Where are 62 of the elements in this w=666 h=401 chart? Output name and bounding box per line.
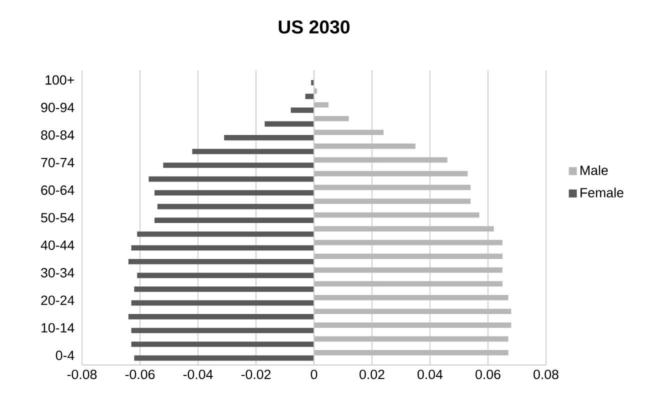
bar: [314, 294, 508, 300]
y-tick-label: 10-14: [42, 323, 74, 333]
bar: [154, 218, 314, 223]
bar: [314, 184, 471, 190]
x-tick-label: -0.02: [241, 370, 271, 380]
x-tick-label: 0.04: [418, 370, 443, 380]
bar: [131, 245, 314, 251]
chart-title: US 2030: [278, 20, 350, 34]
y-tick-label: 0-4: [56, 350, 74, 360]
bar: [128, 314, 314, 320]
bar: [137, 272, 314, 278]
bar: [314, 171, 468, 176]
bar: [157, 204, 314, 210]
bar: [314, 157, 448, 163]
bar: [314, 254, 503, 259]
y-tick-label: 100+: [46, 75, 74, 85]
bar: [290, 108, 314, 113]
bar: [314, 143, 416, 149]
bar: [305, 94, 314, 100]
y-tick-label: 20-24: [41, 296, 74, 306]
x-tick-label: -0.06: [125, 370, 155, 380]
bar: [314, 116, 349, 122]
y-tick-label: 60-64: [41, 185, 74, 195]
bar: [192, 148, 314, 154]
bar: [134, 286, 314, 292]
x-tick-label: 0.02: [360, 370, 384, 380]
bar: [131, 342, 314, 347]
bar: [131, 300, 314, 306]
x-tick-label: -0.08: [67, 370, 97, 380]
bar: [314, 102, 329, 108]
x-tick-label: 0: [310, 370, 318, 380]
bar: [137, 231, 314, 237]
bar: [314, 198, 471, 204]
y-tick-label: 80-84: [41, 130, 74, 140]
bar: [314, 322, 512, 328]
bar: [314, 240, 503, 246]
y-tick-label: 30-34: [41, 268, 74, 278]
bar: [314, 281, 503, 287]
legend-label: Female: [580, 188, 624, 198]
bar: [314, 350, 508, 356]
bar: [314, 226, 494, 232]
x-tick-label: 0.06: [476, 370, 500, 380]
bar: [314, 308, 512, 314]
bar: [134, 355, 314, 361]
y-tick-label: 50-54: [41, 212, 74, 222]
bar: [163, 162, 314, 168]
x-tick-label: -0.04: [183, 370, 213, 380]
y-tick-label: 90-94: [41, 102, 74, 112]
y-tick-label: 40-44: [40, 240, 74, 250]
bar: [314, 336, 508, 342]
bar: [154, 190, 314, 196]
bar: [314, 267, 503, 273]
bar: [314, 130, 384, 136]
bar: [224, 135, 314, 140]
y-tick-label: 70-74: [41, 158, 74, 168]
bar: [128, 258, 314, 264]
bar: [264, 121, 314, 127]
legend-label: Male: [580, 165, 608, 176]
x-tick-label: 0.08: [534, 370, 558, 380]
bar: [148, 176, 314, 182]
bar: [131, 328, 314, 334]
bar: [314, 212, 480, 218]
